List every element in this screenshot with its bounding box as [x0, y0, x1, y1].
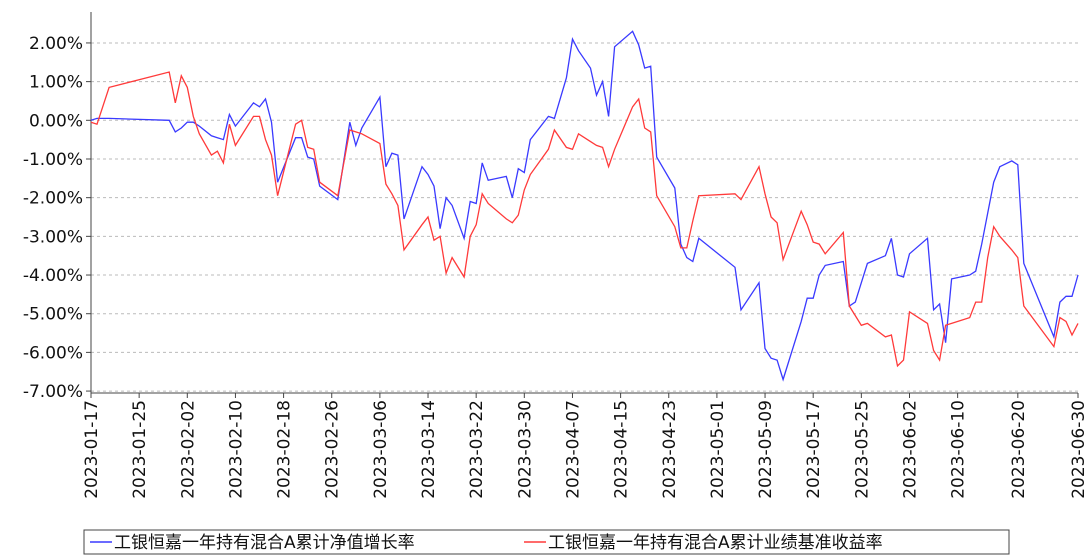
x-tick-label: 2023-03-06 [371, 400, 391, 499]
y-tick-label: -2.00% [23, 189, 83, 209]
y-tick-label: 1.00% [29, 73, 83, 93]
x-tick-label: 2023-04-15 [612, 400, 632, 499]
y-tick-label: 0.00% [29, 111, 83, 131]
legend-label: 工银恒嘉一年持有混合A累计业绩基准收益率 [548, 533, 883, 553]
x-tick-label: 2023-02-18 [275, 400, 295, 499]
x-tick-label: 2023-03-22 [467, 400, 487, 499]
legend-box [83, 529, 1010, 555]
y-tick-label: -3.00% [23, 227, 83, 247]
y-tick-label: -4.00% [23, 266, 83, 286]
x-tick-label: 2023-02-02 [178, 400, 198, 499]
x-tick-label: 2023-01-25 [130, 400, 150, 499]
y-tick-label: -1.00% [23, 150, 83, 170]
series-line [90, 71, 1079, 368]
x-tick-label: 2023-03-14 [419, 400, 439, 499]
x-tick-label: 2023-05-01 [708, 400, 728, 499]
y-tick-label: -6.00% [23, 343, 83, 363]
x-tick-label: 2023-01-17 [82, 400, 102, 499]
y-tick-label: 2.00% [29, 34, 83, 54]
x-tick-label: 2023-04-23 [660, 400, 680, 499]
x-tick-label: 2023-06-10 [949, 400, 969, 499]
series-line [90, 30, 1079, 382]
y-tick-label: -5.00% [23, 305, 83, 325]
y-tick-label: -7.00% [23, 382, 83, 402]
x-tick-label: 2023-04-07 [563, 400, 583, 499]
x-tick-label: 2023-02-10 [226, 400, 246, 499]
x-tick-label: 2023-02-26 [323, 400, 343, 499]
x-tick-label: 2023-03-30 [515, 400, 535, 499]
legend-label: 工银恒嘉一年持有混合A累计净值增长率 [114, 533, 415, 553]
x-tick-label: 2023-06-20 [1009, 400, 1029, 499]
x-tick-label: 2023-06-30 [1069, 400, 1087, 499]
x-tick-label: 2023-05-17 [804, 400, 824, 499]
x-tick-label: 2023-06-02 [900, 400, 920, 499]
x-tick-label: 2023-05-25 [852, 400, 872, 499]
x-tick-label: 2023-05-09 [756, 400, 776, 499]
